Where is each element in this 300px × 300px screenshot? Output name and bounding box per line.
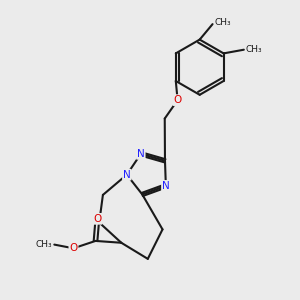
Text: O: O xyxy=(93,214,101,224)
Text: N: N xyxy=(162,181,170,191)
Text: N: N xyxy=(137,149,145,159)
Text: O: O xyxy=(173,95,182,105)
Text: CH₃: CH₃ xyxy=(246,45,262,54)
Text: CH₃: CH₃ xyxy=(36,240,52,249)
Text: N: N xyxy=(123,170,131,180)
Text: O: O xyxy=(69,243,78,253)
Text: CH₃: CH₃ xyxy=(214,18,231,27)
